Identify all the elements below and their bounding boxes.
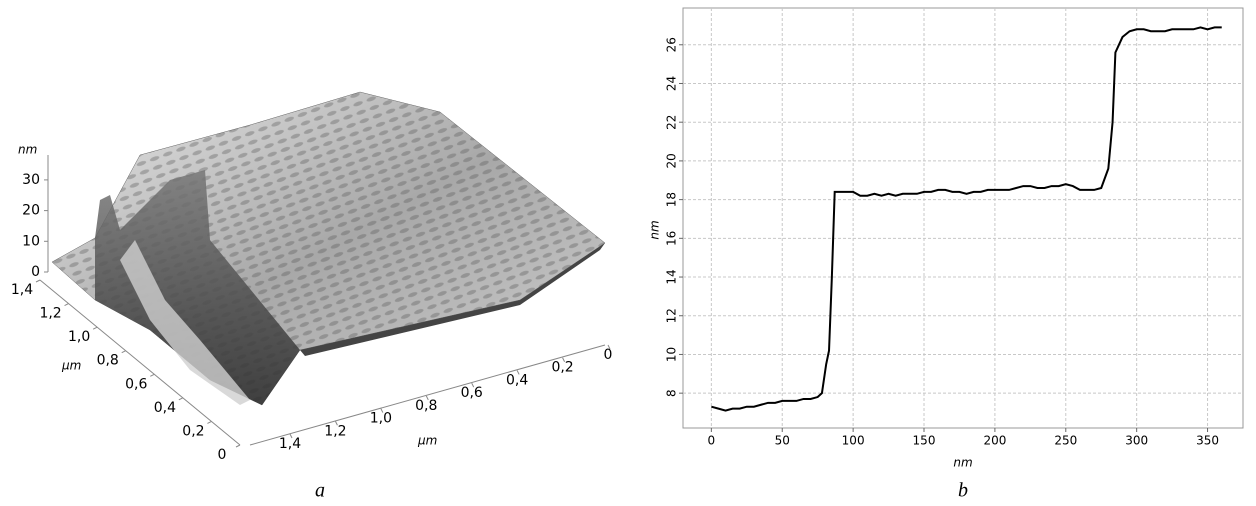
- x-tick-label: 100: [842, 434, 865, 448]
- axis-tick: [289, 433, 293, 439]
- y-tick-label: 26: [665, 37, 679, 52]
- y-tick-label: 16: [665, 231, 679, 246]
- caption: a: [315, 480, 325, 502]
- y-axis-label: μm: [61, 359, 81, 373]
- tick-label: 1,2: [324, 423, 346, 439]
- axis-tick: [607, 344, 611, 350]
- y-tick-label: 22: [665, 115, 679, 130]
- tick-label: 0: [604, 347, 613, 363]
- z-tick-label: 10: [22, 233, 40, 249]
- tick-label: 0,6: [461, 385, 483, 401]
- surface-image: [51, 91, 606, 406]
- x-tick-label: 50: [775, 434, 790, 448]
- x-axis-label: nm: [953, 456, 972, 470]
- tick-label: 1,2: [39, 306, 61, 322]
- tick-label: 1,0: [370, 411, 392, 427]
- tick-label: 0,6: [125, 376, 147, 392]
- z-tick-label: 0: [31, 264, 40, 280]
- axis-tick: [334, 421, 338, 426]
- tick-label: 1,4: [11, 282, 33, 298]
- x-tick-label: 250: [1054, 434, 1077, 448]
- axis-tick: [92, 326, 98, 330]
- axis-tick: [562, 357, 566, 362]
- tick-label: 0,8: [415, 398, 437, 414]
- caption: b: [958, 480, 968, 502]
- tick-label: 0,4: [154, 400, 176, 416]
- axis-tick: [150, 373, 155, 377]
- x-tick-label: 300: [1125, 434, 1148, 448]
- x-tick-label: 0: [708, 434, 716, 448]
- y-axis: [39, 279, 241, 446]
- axis-tick: [64, 303, 69, 307]
- x-axis-label: μm: [417, 434, 437, 448]
- profile-line: [711, 26, 1222, 412]
- tick-label: 0,2: [551, 360, 573, 376]
- y-tick-label: 20: [665, 153, 679, 168]
- z-tick-label: 30: [22, 172, 40, 188]
- axis-tick: [380, 408, 384, 413]
- x-tick-label: 350: [1196, 434, 1219, 448]
- y-tick-label: 12: [665, 308, 679, 323]
- z-tick-label: 20: [22, 203, 40, 219]
- z-axis-label: nm: [18, 143, 37, 157]
- tick-label: 1,0: [68, 329, 90, 345]
- y-tick-label: 24: [665, 76, 679, 91]
- tick-label: 0,2: [182, 423, 204, 439]
- tick-label: 0: [218, 447, 227, 463]
- x-axis: [249, 344, 606, 446]
- axis-tick: [35, 279, 41, 283]
- x-tick-label: 150: [913, 434, 936, 448]
- axis-tick: [471, 382, 475, 388]
- axis-tick: [425, 395, 429, 401]
- plot-frame: [682, 7, 1244, 429]
- y-tick-label: 14: [665, 269, 679, 284]
- tick-label: 0,4: [506, 372, 528, 388]
- tick-label: 1,4: [279, 436, 301, 452]
- axis-tick: [178, 397, 184, 401]
- axis-tick: [121, 350, 126, 354]
- y-axis-label: nm: [648, 220, 662, 239]
- axis-tick: [516, 370, 520, 375]
- y-tick-label: 10: [665, 347, 679, 362]
- axis-tick: [235, 444, 241, 448]
- x-tick-label: 200: [983, 434, 1006, 448]
- tick-label: 0,8: [97, 353, 119, 369]
- axis-tick: [207, 420, 212, 424]
- y-tick-label: 8: [665, 389, 679, 397]
- y-tick-label: 18: [665, 192, 679, 207]
